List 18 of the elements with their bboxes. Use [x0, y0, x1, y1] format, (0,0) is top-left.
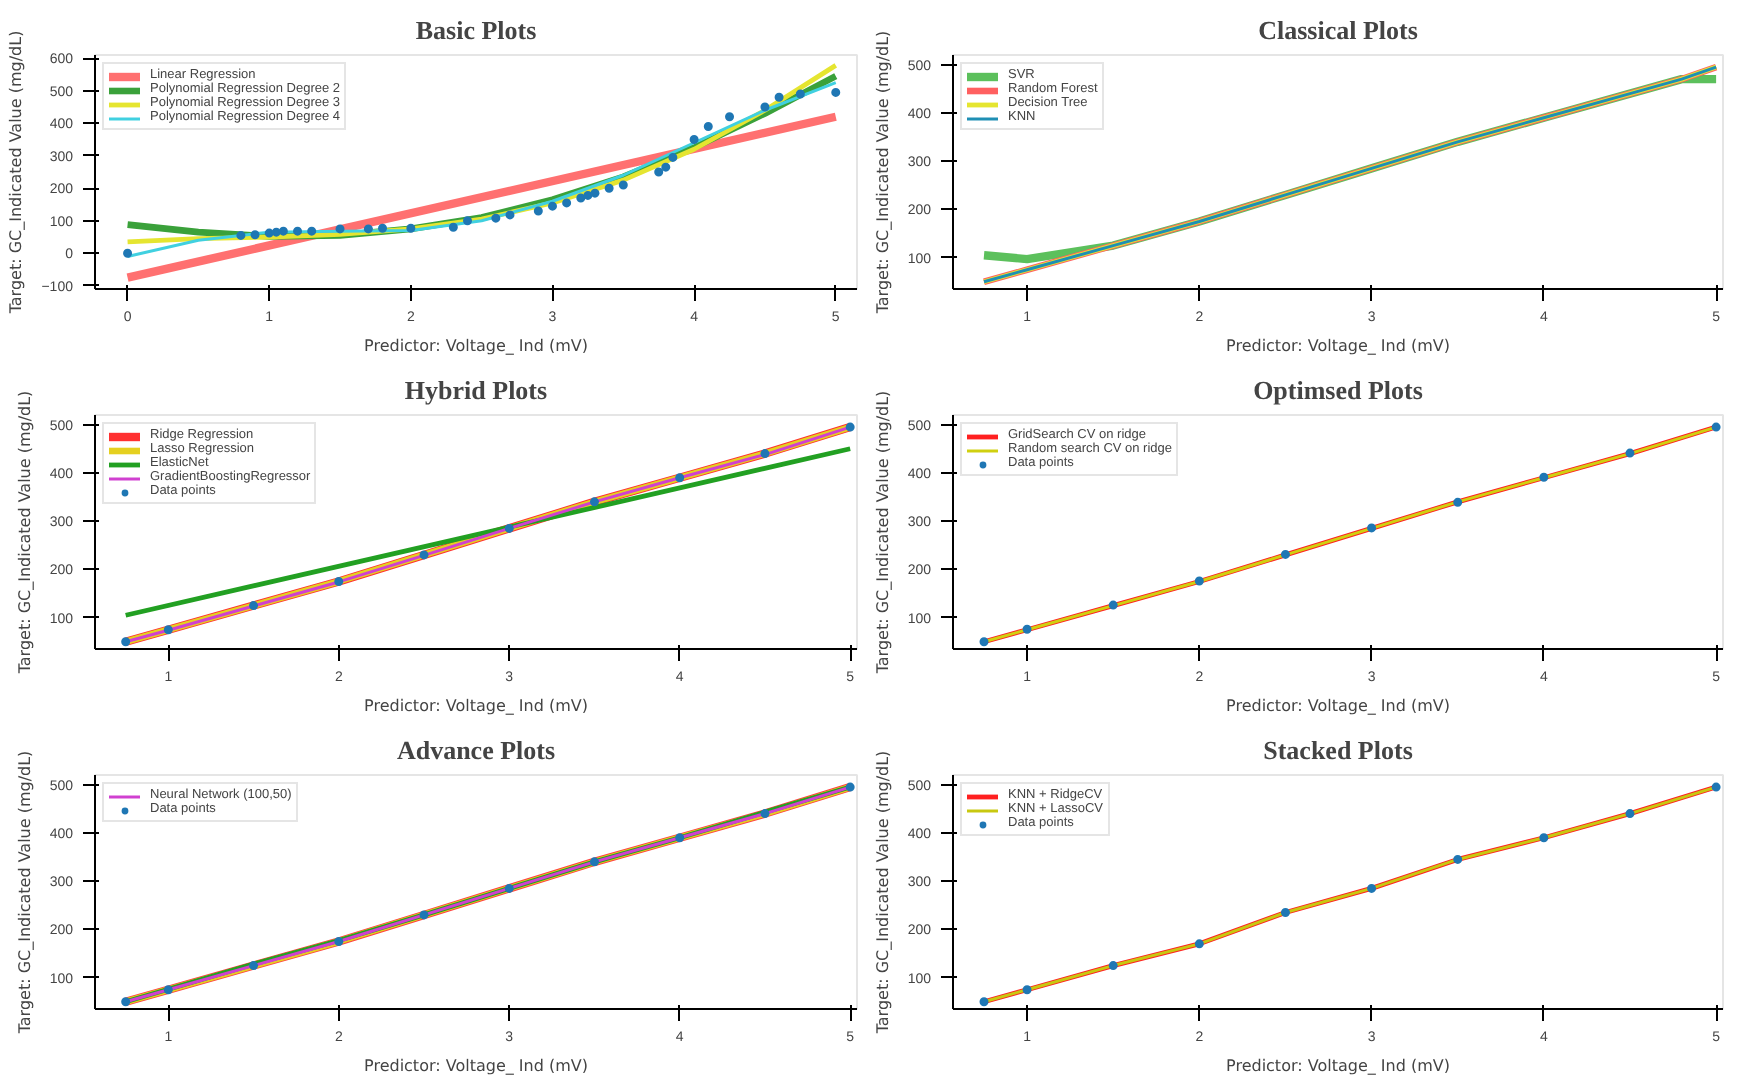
- y-axis-title: Target: GC_Indicated Value (mg/dL): [873, 390, 892, 676]
- chart-title: Advance Plots: [396, 735, 556, 765]
- x-axis-title: Predictor: Voltage_ Ind (mV): [1226, 337, 1450, 355]
- x-axis-title: Predictor: Voltage_ Ind (mV): [364, 337, 588, 355]
- y-axis-title: Target: GC_Indicated Value (mg/dL): [7, 30, 26, 316]
- x-axis-title: Predictor: Voltage_ Ind (mV): [364, 1057, 588, 1075]
- chart-title: Optimsed Plots: [1253, 375, 1423, 405]
- y-axis-title: Target: GC_Indicated Value (mg/dL): [15, 750, 34, 1036]
- x-axis-title: Predictor: Voltage_ Ind (mV): [364, 697, 588, 715]
- chart-title: Hybrid Plots: [404, 375, 548, 405]
- x-axis-title: Predictor: Voltage_ Ind (mV): [1226, 1057, 1450, 1075]
- x-axis-title: Predictor: Voltage_ Ind (mV): [1226, 697, 1450, 715]
- y-axis-title: Target: GC_Indicated Value (mg/dL): [15, 390, 34, 676]
- chart-title: Basic Plots: [415, 15, 537, 45]
- y-axis-title: Target: GC_Indicated Value (mg/dL): [873, 750, 892, 1036]
- chart-title: Stacked Plots: [1263, 735, 1413, 765]
- y-axis-title: Target: GC_Indicated Value (mg/dL): [873, 30, 892, 316]
- chart-title: Classical Plots: [1258, 15, 1418, 45]
